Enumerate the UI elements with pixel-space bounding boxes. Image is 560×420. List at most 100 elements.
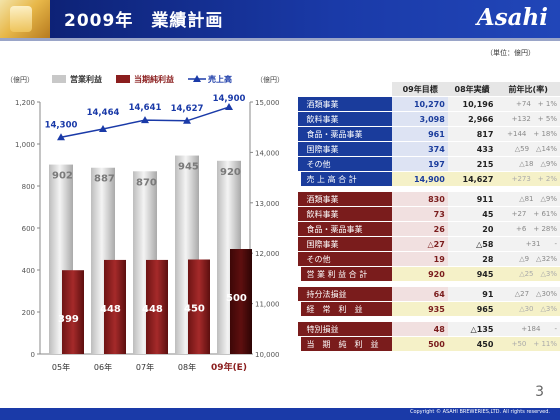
actual-value: 945 (447, 266, 497, 282)
table-row: 酒類事業 830 911 △81 △9% (298, 192, 560, 207)
asahi-logo: Asahi (476, 4, 548, 31)
actual-value: △58 (447, 236, 497, 252)
y-tick-label-left: 1,000 (15, 141, 35, 149)
change-value: +273 + 2% (496, 171, 560, 187)
target-value: 961 (392, 126, 448, 142)
operating-profit-label: 870 (136, 177, 157, 188)
row-label: 酒類事業 (300, 96, 393, 112)
y-tick-label-left: 200 (22, 309, 35, 317)
legend-label-net: 当期純利益 (134, 74, 174, 84)
net-income-bar (62, 270, 84, 354)
row-label: 食品・薬品事業 (300, 221, 393, 237)
row-marker (298, 266, 301, 282)
actual-value: 911 (447, 192, 497, 207)
change-value: △25 △3% (496, 266, 560, 282)
row-marker (298, 301, 301, 317)
target-value: 197 (392, 156, 448, 172)
row-marker (298, 171, 301, 187)
row-marker (298, 336, 301, 352)
change-value: △59 △14% (496, 141, 560, 157)
actual-value: 965 (447, 301, 497, 317)
row-label: 当 期 純 利 益 (300, 336, 393, 352)
target-value: △27 (392, 236, 448, 252)
net-income-label: 448 (142, 304, 163, 315)
x-tick-label: 05年 (52, 362, 70, 372)
column-header: 08年実績 (447, 82, 497, 97)
y-tick-label-left: 800 (22, 183, 35, 191)
table-row: 売 上 高 合 計 14,900 14,627 +273 + 2% (298, 171, 560, 187)
row-marker (298, 141, 301, 157)
row-marker (298, 322, 301, 337)
table-row: その他 19 28 △9 △32% (298, 251, 560, 267)
target-value: 935 (392, 301, 448, 317)
performance-chart: 0 200 400 600 800 1,000 1,200 10,000 11,000 12,00… (6, 74, 284, 373)
actual-value: 215 (447, 156, 497, 172)
net-income-bar (146, 259, 168, 354)
net-income-label: 500 (226, 293, 247, 304)
sales-marker (141, 116, 149, 124)
legend-label-operating: 営業利益 (70, 74, 102, 84)
sales-marker (225, 103, 233, 111)
table-spacer (298, 281, 560, 287)
legend-swatch-operating (52, 75, 66, 83)
table-header: 09年目標 08年実績 前年比(率) (298, 82, 560, 97)
table-spacer (298, 316, 560, 322)
spacer-cell (298, 316, 560, 322)
target-value: 19 (392, 251, 448, 267)
target-value: 14,900 (392, 171, 448, 187)
table-row: その他 197 215 △18 △9% (298, 156, 560, 172)
net-income-bar (188, 259, 210, 354)
plan-table: 09年目標 08年実績 前年比(率) 酒類事業 10,270 10,196 +74 + 1%… (298, 82, 560, 352)
y-tick-label-right: 12,000 (255, 250, 280, 258)
y-tick-label-left: 1,200 (15, 99, 35, 107)
beer-photo (0, 0, 50, 38)
target-value: 26 (392, 221, 448, 237)
change-value: +132 + 5% (496, 111, 560, 127)
net-income-bar (230, 249, 252, 354)
target-value: 830 (392, 192, 448, 207)
table-row: 酒類事業 10,270 10,196 +74 + 1% (298, 96, 560, 112)
row-marker (298, 251, 301, 267)
table-row: 特別損益 48 △135 +184 - (298, 322, 560, 337)
x-tick-label: 06年 (94, 362, 112, 372)
header-blank (298, 82, 393, 97)
actual-value: 817 (447, 126, 497, 142)
table-row: 当 期 純 利 益 500 450 +50 + 11% (298, 336, 560, 352)
target-value: 64 (392, 287, 448, 302)
row-marker (298, 236, 301, 252)
row-label: 売 上 高 合 計 (300, 171, 393, 187)
row-label: 国際事業 (300, 236, 393, 252)
table-row: 営 業 利 益 合 計 920 945 △25 △3% (298, 266, 560, 282)
table-row: 経 常 利 益 935 965 △30 △3% (298, 301, 560, 317)
row-marker (298, 221, 301, 237)
y-tick-label-left: 600 (22, 225, 35, 233)
row-marker (298, 156, 301, 172)
row-label: 飲料事業 (300, 206, 393, 222)
y-tick-label-left: 400 (22, 267, 35, 275)
sales-label: 14,641 (129, 103, 162, 113)
legend-marker-sales (193, 75, 201, 82)
row-label: 飲料事業 (300, 111, 393, 127)
change-value: +144 + 18% (496, 126, 560, 142)
y-tick-label-right: 15,000 (255, 99, 280, 107)
y-tick-label-right: 14,000 (255, 149, 280, 157)
row-label: 国際事業 (300, 141, 393, 157)
legend-swatch-net (116, 75, 130, 83)
operating-profit-label: 887 (94, 174, 115, 185)
row-label: その他 (300, 156, 393, 172)
change-value: +184 - (496, 322, 560, 337)
net-income-bar (104, 259, 126, 354)
actual-value: 91 (447, 287, 497, 302)
x-tick-label: 07年 (136, 362, 154, 372)
target-value: 10,270 (392, 96, 448, 112)
target-value: 48 (392, 322, 448, 337)
sales-label: 14,900 (213, 94, 246, 104)
header-rule (0, 38, 560, 41)
table-spacer (298, 186, 560, 192)
operating-profit-label: 945 (178, 162, 199, 173)
table-row: 国際事業 374 433 △59 △14% (298, 141, 560, 157)
y-axis-label-left: （億円） (6, 75, 34, 84)
x-tick-label: 08年 (178, 362, 196, 372)
change-value: +74 + 1% (496, 96, 560, 112)
sales-label: 14,627 (171, 104, 204, 114)
